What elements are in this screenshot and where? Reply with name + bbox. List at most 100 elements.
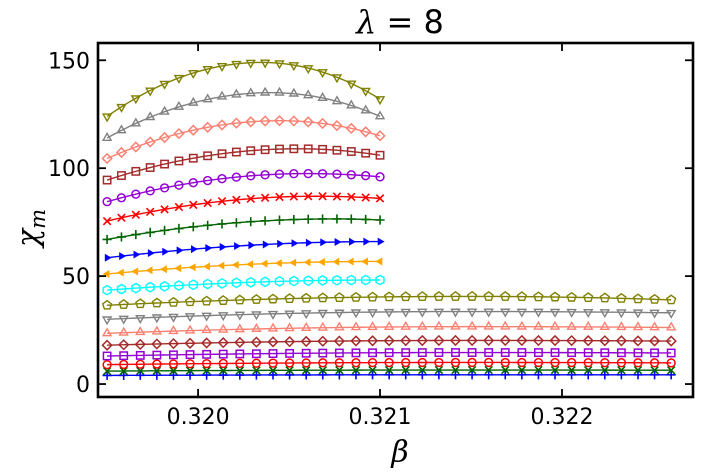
- series-s14: [102, 168, 385, 207]
- data-point-s6-0: [101, 327, 113, 337]
- data-point-s16-12: [273, 115, 286, 127]
- data-point-s8-15: [350, 291, 362, 302]
- data-point-s4-29: [583, 348, 593, 358]
- data-point-s2-12: [301, 365, 311, 375]
- series-line-s3: [107, 361, 672, 366]
- series-s10: [102, 257, 383, 278]
- data-point-s10-9: [231, 260, 239, 269]
- data-point-s5-12: [300, 335, 312, 348]
- data-point-s1-18: [401, 370, 411, 380]
- series-s18: [101, 59, 386, 123]
- data-point-s12-10: [246, 217, 256, 227]
- data-point-s5-8: [234, 336, 246, 349]
- data-point-s13-3: [145, 207, 155, 217]
- data-point-s1-3: [152, 370, 162, 380]
- data-point-s17-17: [346, 99, 357, 109]
- data-point-s12-6: [188, 222, 198, 232]
- data-point-s2-30: [600, 365, 610, 375]
- data-point-s6-32: [632, 321, 644, 331]
- data-point-s11-9: [234, 242, 241, 251]
- data-point-s4-22: [467, 348, 477, 357]
- data-point-s7-28: [566, 308, 577, 318]
- data-point-s6-21: [450, 320, 461, 330]
- data-point-s3-18: [401, 357, 411, 368]
- data-point-s3-25: [517, 357, 527, 368]
- data-point-s8-8: [234, 294, 246, 305]
- data-point-s7-26: [533, 308, 544, 318]
- data-point-s10-11: [260, 259, 268, 268]
- data-point-s1-9: [251, 370, 262, 380]
- data-point-s7-2: [135, 314, 146, 324]
- data-point-s18-17: [346, 80, 357, 90]
- data-point-s8-22: [466, 290, 478, 301]
- data-point-s2-7: [218, 366, 228, 375]
- data-point-s3-19: [417, 357, 427, 368]
- data-point-s6-1: [118, 326, 129, 336]
- y-tick-label: 150: [48, 49, 90, 74]
- data-point-s11-2: [133, 250, 141, 259]
- data-point-s12-11: [260, 216, 270, 226]
- data-point-s7-30: [599, 309, 610, 319]
- data-point-s3-21: [450, 357, 461, 368]
- data-point-s4-2: [135, 350, 145, 360]
- data-point-s11-5: [176, 246, 184, 255]
- data-point-s15-18: [361, 148, 371, 158]
- series-line-s8: [107, 295, 672, 306]
- x-tick-label: 0.321: [349, 405, 412, 430]
- data-point-s7-17: [383, 308, 395, 318]
- data-point-s3-6: [201, 358, 212, 369]
- data-point-s6-19: [417, 320, 428, 330]
- data-point-s15-9: [231, 147, 241, 157]
- data-point-s6-26: [533, 320, 544, 330]
- data-point-s10-0: [102, 269, 110, 278]
- data-point-s14-8: [217, 174, 227, 184]
- data-point-s1-13: [318, 370, 328, 380]
- data-point-s14-7: [202, 175, 213, 186]
- data-point-s8-14: [334, 292, 345, 302]
- data-point-s13-14: [303, 192, 313, 201]
- data-point-s8-10: [267, 293, 279, 304]
- data-point-s14-16: [332, 169, 342, 179]
- data-point-s15-13: [289, 144, 299, 154]
- data-point-s8-27: [549, 291, 561, 302]
- data-point-s8-20: [433, 291, 445, 301]
- data-point-s10-5: [174, 264, 182, 273]
- data-point-s17-15: [317, 91, 328, 101]
- data-point-s1-15: [351, 370, 361, 380]
- data-point-s16-15: [316, 117, 329, 130]
- data-point-s2-28: [567, 365, 576, 375]
- data-point-s9-7: [202, 278, 213, 290]
- data-point-s3-9: [251, 358, 262, 368]
- data-point-s15-12: [275, 144, 284, 154]
- series-line-s15: [106, 148, 381, 181]
- data-point-s7-22: [466, 308, 478, 318]
- data-point-s1-22: [467, 370, 477, 380]
- data-point-s10-18: [361, 257, 368, 266]
- data-point-s4-34: [666, 348, 676, 358]
- data-point-s3-8: [235, 358, 245, 368]
- series-s16: [101, 115, 386, 165]
- data-point-s1-21: [450, 370, 461, 380]
- data-point-s15-1: [117, 171, 126, 180]
- data-point-s2-25: [517, 365, 527, 375]
- data-point-s4-17: [384, 348, 394, 358]
- data-point-s9-10: [246, 276, 256, 288]
- data-point-s11-8: [219, 243, 227, 251]
- data-point-s12-7: [203, 220, 213, 230]
- data-point-s13-0: [102, 216, 112, 226]
- data-point-s10-10: [246, 260, 254, 269]
- data-point-s5-32: [632, 335, 644, 347]
- data-point-s16-2: [130, 141, 142, 153]
- data-point-s4-8: [235, 349, 245, 359]
- data-point-s16-9: [230, 117, 243, 129]
- data-point-s18-2: [130, 95, 142, 105]
- data-point-s18-4: [159, 80, 170, 90]
- chart-title: λ = 8: [354, 3, 444, 41]
- data-point-s4-20: [434, 348, 444, 357]
- data-point-s5-5: [184, 337, 196, 349]
- data-point-s16-5: [173, 127, 185, 140]
- data-point-s8-0: [101, 299, 113, 310]
- data-point-s11-18: [363, 237, 371, 246]
- data-point-s7-13: [317, 309, 328, 319]
- data-point-s2-29: [583, 365, 593, 375]
